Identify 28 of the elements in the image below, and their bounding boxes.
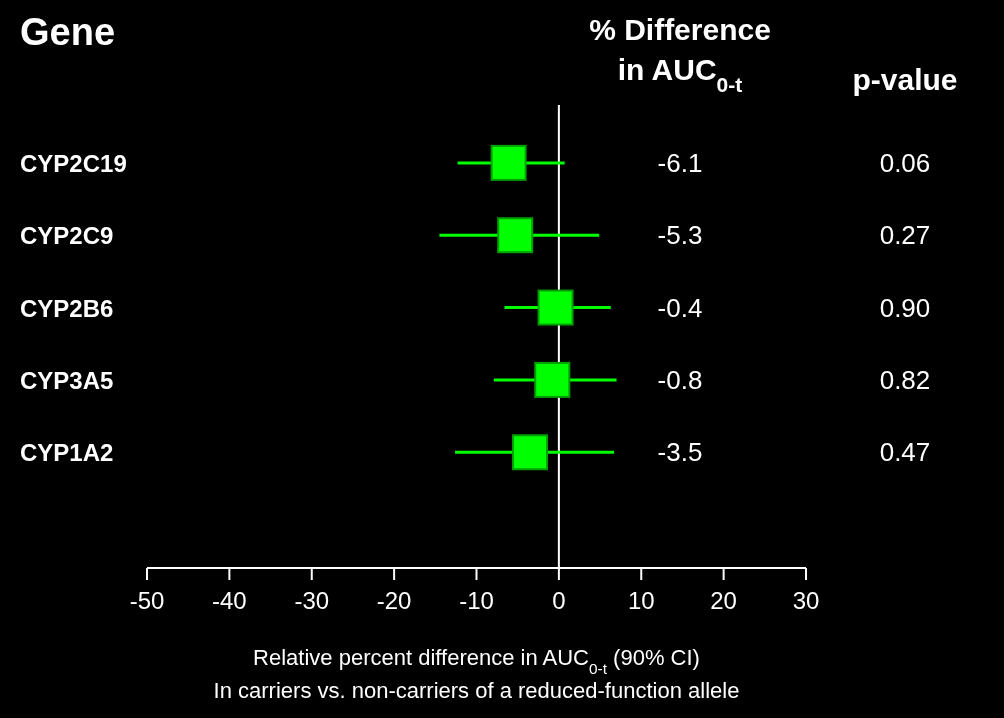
text: 0.82 — [879, 364, 931, 395]
y-tick-label: CYP2C19 — [20, 149, 127, 177]
y-tick-label: CYP2C9 — [20, 222, 114, 250]
text: p-value — [852, 63, 958, 96]
x-tick-label: 20 — [710, 587, 737, 615]
text: % Difference in AUC$_{0-t}$ — [589, 13, 771, 96]
x-tick-label: -40 — [212, 587, 247, 615]
x-tick-label: 10 — [627, 587, 655, 615]
x-tick-label: -30 — [294, 587, 330, 615]
y-tick-label: CYP2B6 — [20, 294, 114, 322]
x-axis-title: Relative percent difference in AUC$_{0-t}$ (90% CI) In carriers vs. non-carriers of a reduced-function allele — [213, 645, 740, 703]
y-axis-title: Gene — [20, 11, 116, 53]
x-tick-label: -20 — [376, 587, 412, 615]
x-tick-label: 0 — [552, 587, 566, 615]
annotation: -0.8 — [657, 364, 703, 395]
text: 0.90 — [879, 292, 931, 323]
annotation: -6.1 — [657, 147, 703, 178]
annotation: -3.5 — [657, 437, 703, 468]
text: 0.27 — [879, 220, 931, 251]
y-tick-label: CYP3A5 — [20, 366, 114, 394]
annotation: -0.4 — [657, 292, 703, 323]
annotation: -5.3 — [657, 220, 703, 251]
x-tick-label: -50 — [129, 587, 165, 615]
text: 0.47 — [879, 437, 931, 468]
text: 0.06 — [879, 147, 931, 178]
x-tick-label: 30 — [792, 587, 820, 615]
y-tick-label: CYP1A2 — [20, 439, 114, 467]
x-tick-label: -10 — [459, 587, 494, 615]
